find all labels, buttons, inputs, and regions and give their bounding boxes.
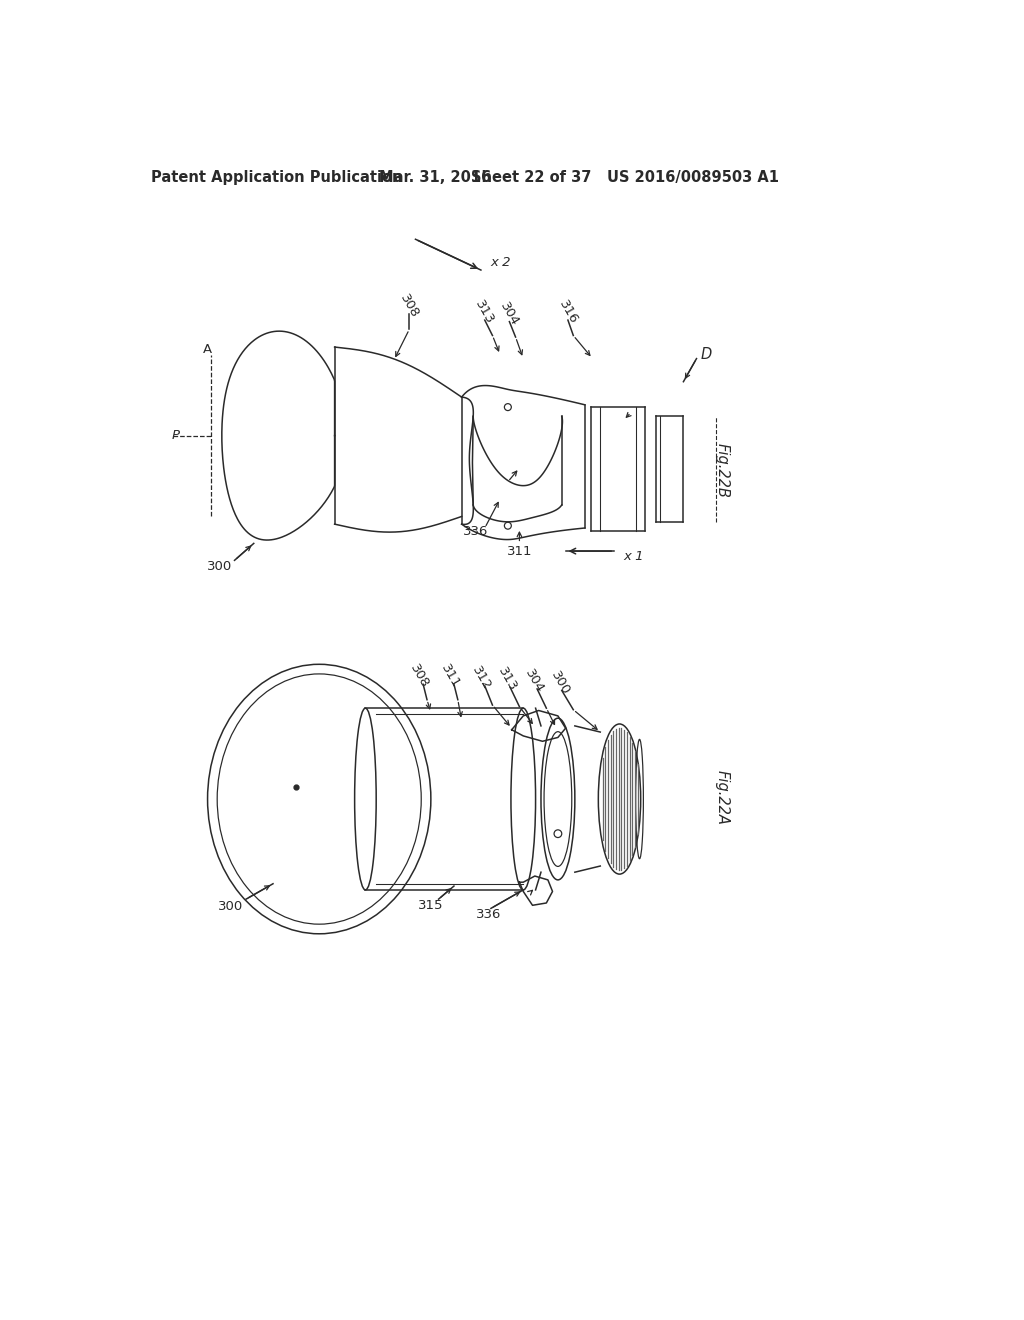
Text: 311: 311 <box>507 545 532 557</box>
Text: 308: 308 <box>397 292 421 321</box>
Text: 315: 315 <box>418 899 443 912</box>
Text: Fig.22B: Fig.22B <box>715 442 729 498</box>
Text: 312: 312 <box>469 664 493 693</box>
Text: D: D <box>700 347 712 362</box>
Text: 300: 300 <box>218 900 244 913</box>
Text: 313: 313 <box>473 298 497 326</box>
Text: Patent Application Publication: Patent Application Publication <box>152 170 402 185</box>
Text: 300: 300 <box>548 669 572 697</box>
Text: x 2: x 2 <box>490 256 511 269</box>
Text: Sheet 22 of 37: Sheet 22 of 37 <box>471 170 591 185</box>
Text: 336: 336 <box>476 908 502 921</box>
Text: 336: 336 <box>463 525 488 539</box>
Text: Fig.22A: Fig.22A <box>715 770 729 825</box>
Text: 313: 313 <box>496 665 520 694</box>
Text: A: A <box>203 343 212 356</box>
Text: 311: 311 <box>438 663 462 690</box>
Text: 308: 308 <box>408 663 431 690</box>
Text: US 2016/0089503 A1: US 2016/0089503 A1 <box>606 170 778 185</box>
Text: 316: 316 <box>556 298 580 326</box>
Text: Mar. 31, 2016: Mar. 31, 2016 <box>379 170 490 185</box>
Text: 304: 304 <box>523 667 547 696</box>
Text: P: P <box>171 429 179 442</box>
Text: 304: 304 <box>498 300 521 329</box>
Text: x 1: x 1 <box>624 550 644 564</box>
Text: 300: 300 <box>207 560 231 573</box>
